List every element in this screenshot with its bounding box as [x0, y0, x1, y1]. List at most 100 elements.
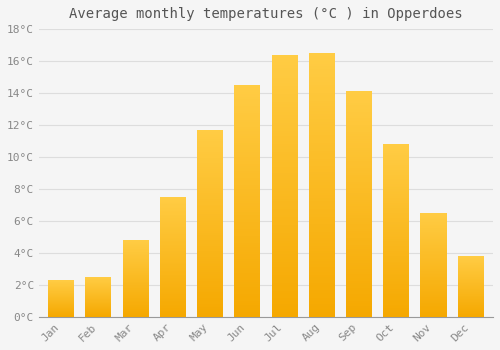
Bar — [308, 119, 335, 121]
Bar — [122, 282, 148, 283]
Bar — [420, 260, 446, 261]
Bar — [122, 245, 148, 246]
Bar — [420, 296, 446, 297]
Bar — [383, 267, 409, 268]
Bar — [272, 125, 297, 128]
Bar — [160, 243, 186, 244]
Bar — [48, 295, 74, 296]
Bar — [48, 296, 74, 297]
Bar — [458, 277, 483, 278]
Bar — [234, 129, 260, 131]
Bar — [197, 266, 223, 268]
Bar — [234, 164, 260, 166]
Bar — [160, 312, 186, 313]
Bar — [272, 236, 297, 238]
Bar — [346, 114, 372, 116]
Bar — [346, 260, 372, 263]
Bar — [308, 77, 335, 79]
Bar — [122, 248, 148, 249]
Bar — [234, 271, 260, 273]
Bar — [420, 229, 446, 230]
Bar — [420, 314, 446, 315]
Bar — [383, 206, 409, 208]
Bar — [383, 268, 409, 270]
Bar — [383, 146, 409, 148]
Bar — [272, 309, 297, 312]
Bar — [383, 248, 409, 250]
Bar — [272, 131, 297, 133]
Bar — [197, 160, 223, 162]
Bar — [234, 257, 260, 259]
Bar — [160, 302, 186, 303]
Bar — [197, 133, 223, 135]
Bar — [160, 316, 186, 317]
Bar — [272, 157, 297, 160]
Bar — [420, 277, 446, 278]
Bar — [308, 79, 335, 82]
Bar — [458, 269, 483, 270]
Bar — [383, 246, 409, 248]
Bar — [272, 149, 297, 152]
Bar — [272, 304, 297, 306]
Bar — [346, 224, 372, 227]
Bar — [197, 300, 223, 302]
Bar — [234, 192, 260, 194]
Bar — [308, 174, 335, 177]
Bar — [122, 298, 148, 299]
Bar — [234, 99, 260, 101]
Bar — [234, 298, 260, 301]
Bar — [197, 152, 223, 154]
Bar — [420, 270, 446, 271]
Bar — [122, 269, 148, 270]
Bar — [383, 217, 409, 218]
Bar — [346, 98, 372, 100]
Bar — [234, 282, 260, 284]
Bar — [420, 230, 446, 231]
Bar — [48, 300, 74, 301]
Bar — [234, 208, 260, 210]
Bar — [383, 198, 409, 199]
Bar — [308, 85, 335, 87]
Bar — [308, 56, 335, 58]
Bar — [48, 298, 74, 299]
Bar — [420, 253, 446, 254]
Bar — [160, 306, 186, 307]
Bar — [160, 227, 186, 228]
Bar — [383, 222, 409, 224]
Bar — [234, 212, 260, 215]
Bar — [234, 264, 260, 266]
Bar — [383, 186, 409, 187]
Bar — [122, 250, 148, 251]
Bar — [308, 256, 335, 259]
Bar — [272, 152, 297, 154]
Bar — [122, 308, 148, 309]
Bar — [160, 201, 186, 202]
Bar — [308, 264, 335, 267]
Bar — [308, 246, 335, 248]
Bar — [234, 161, 260, 164]
Bar — [308, 87, 335, 90]
Bar — [122, 288, 148, 289]
Bar — [234, 254, 260, 257]
Bar — [308, 138, 335, 140]
Bar — [420, 289, 446, 290]
Bar — [346, 163, 372, 166]
Bar — [458, 292, 483, 293]
Bar — [197, 216, 223, 218]
Bar — [383, 244, 409, 246]
Bar — [160, 269, 186, 270]
Bar — [346, 157, 372, 159]
Bar — [234, 185, 260, 187]
Bar — [160, 209, 186, 210]
Bar — [160, 258, 186, 259]
Bar — [86, 277, 112, 278]
Bar — [383, 232, 409, 234]
Bar — [48, 293, 74, 294]
Bar — [308, 185, 335, 188]
Bar — [272, 312, 297, 314]
Bar — [272, 63, 297, 65]
Bar — [197, 195, 223, 197]
Bar — [197, 287, 223, 289]
Bar — [308, 209, 335, 211]
Bar — [346, 195, 372, 197]
